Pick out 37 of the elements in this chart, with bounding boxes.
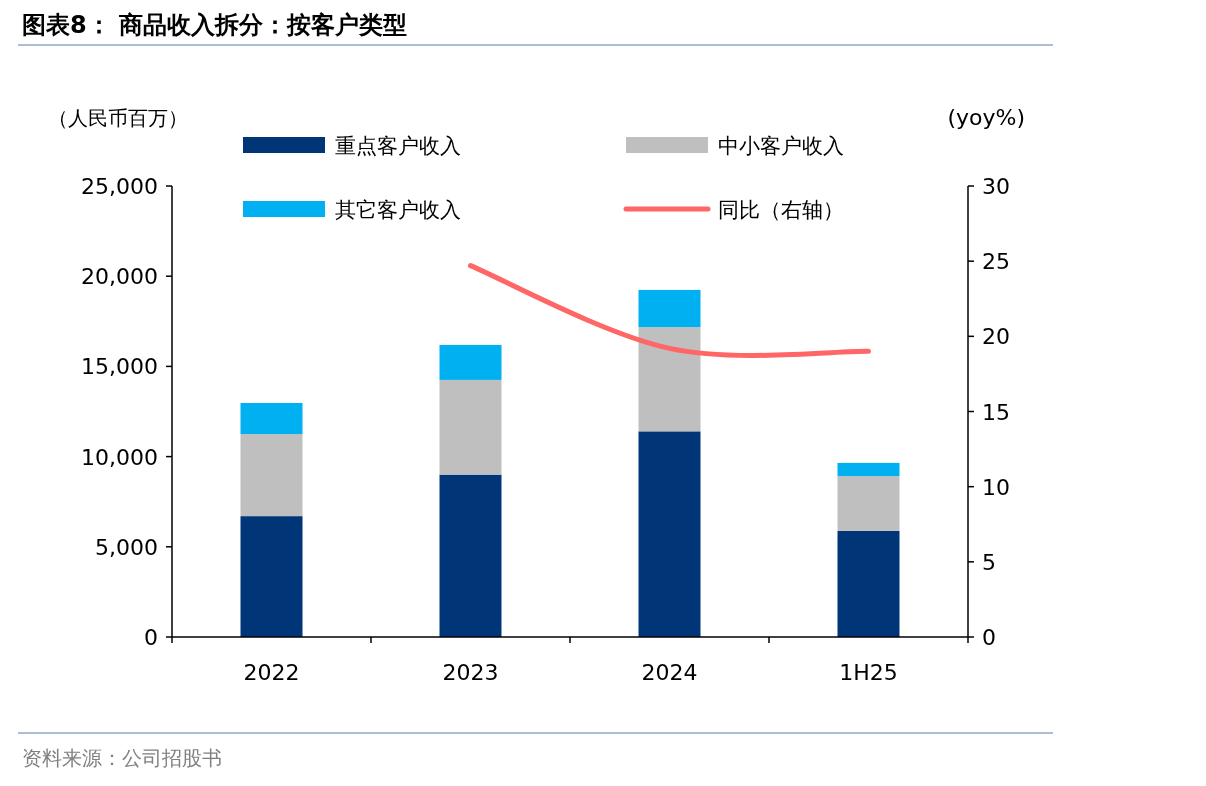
y2-tick-label: 30 (982, 174, 1010, 199)
chart-title: 图表8： 商品收入拆分：按客户类型 (22, 11, 408, 39)
y2-tick-label: 25 (982, 249, 1010, 275)
x-tick-label: 2024 (641, 660, 698, 685)
bar (837, 476, 900, 531)
legend-label: 中小客户收入 (718, 134, 844, 158)
y2-tick-label: 10 (982, 474, 1010, 500)
bar (837, 530, 900, 637)
bar (439, 344, 502, 380)
y2-tick-label: 15 (982, 399, 1010, 425)
text: 资料来源：公司招股书 (22, 746, 222, 770)
y-tick-label: 5,000 (95, 534, 158, 560)
legend-label: 同比（右轴） (718, 198, 844, 222)
y2-tick-label: 20 (982, 324, 1010, 350)
bar (638, 289, 701, 328)
x-tick-label: 2023 (442, 660, 499, 685)
y-tick-label: 0 (144, 625, 158, 650)
legend-label: 其它客户收入 (335, 198, 461, 222)
y-axis-title: （人民币百万） (48, 106, 188, 130)
x-tick-label: 1H25 (839, 660, 898, 685)
bar (240, 403, 303, 435)
x-tick-label: 2022 (243, 660, 300, 685)
y-tick-label: 15,000 (81, 354, 158, 380)
bar (240, 434, 303, 517)
y-tick-label: 10,000 (81, 444, 158, 470)
bar (638, 431, 701, 637)
bar (638, 327, 701, 432)
y2-axis-title: (yoy%) (947, 105, 1025, 130)
y-tick-label: 25,000 (81, 174, 158, 199)
bar (439, 379, 502, 475)
y2-tick-label: 5 (982, 549, 996, 575)
y-tick-label: 20,000 (81, 264, 158, 290)
bar (240, 516, 303, 637)
bar (439, 474, 502, 637)
bar (837, 462, 900, 477)
y2-tick-label: 0 (982, 625, 996, 650)
legend-label: 重点客户收入 (335, 134, 461, 158)
